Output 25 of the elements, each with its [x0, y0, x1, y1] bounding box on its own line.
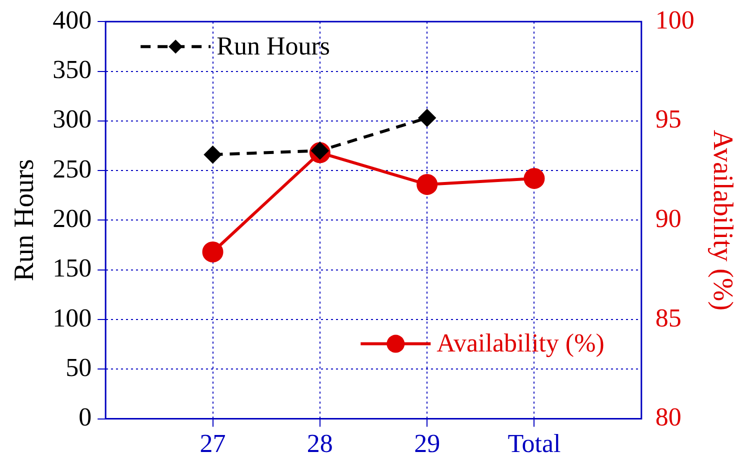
y2-axis-title: Availability (%): [706, 130, 738, 311]
legend-label: Run Hours: [216, 31, 330, 60]
x-tick-label: 29: [414, 429, 440, 458]
y2-tick-label: 100: [655, 5, 694, 34]
y-tick-label: 150: [52, 254, 92, 283]
y-tick-label: 100: [52, 303, 92, 332]
legend-label: Availability (%): [436, 328, 604, 358]
y-tick-label: 300: [52, 104, 92, 134]
point: [524, 168, 545, 189]
y-tick-label: 350: [52, 55, 92, 84]
y-tick-label: 250: [52, 154, 92, 184]
x-tick-label: 28: [306, 429, 333, 458]
x-tick-label: 27: [200, 429, 226, 458]
y2-tick-label: 90: [655, 204, 682, 234]
y2-tick-label: 80: [655, 402, 682, 432]
y-tick-label: 50: [66, 352, 92, 382]
y2-tick-label: 95: [655, 104, 682, 134]
y-axis-title: Run Hours: [9, 159, 40, 282]
y-tick-label: 0: [78, 402, 92, 432]
point: [202, 241, 224, 262]
y2-tick-label: 85: [655, 303, 682, 332]
y-tick-label: 400: [52, 5, 92, 34]
point: [416, 174, 438, 195]
x-tick-label: Total: [508, 429, 561, 458]
y-tick-label: 200: [52, 204, 92, 234]
